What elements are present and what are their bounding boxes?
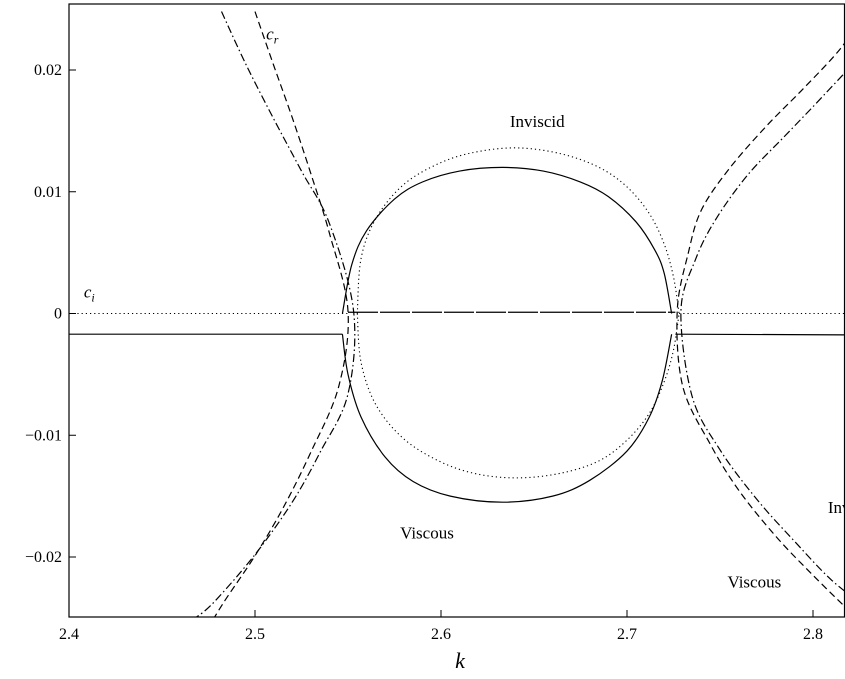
annotation-5: Viscous xyxy=(727,572,781,591)
axis-ticks: 2.4 2.5 2.6 2.7 2.8 0.02 0.01 0 −0.01 −0.02 xyxy=(25,62,823,643)
annotation-2: Inviscid xyxy=(510,112,565,131)
annotation-0: cr xyxy=(266,25,279,47)
annotation-4: Inviscid xyxy=(828,498,845,517)
y-tick-label: 0.02 xyxy=(34,62,62,79)
annotations: cr ci Inviscid Viscous Inviscid Viscous xyxy=(84,25,845,592)
series-line-3 xyxy=(341,334,673,503)
series-line-5 xyxy=(356,313,680,479)
x-tick-label: 2.6 xyxy=(431,626,451,643)
plot-curves xyxy=(69,11,845,617)
series-line-0 xyxy=(675,333,845,336)
annotation-3: Viscous xyxy=(400,524,454,543)
y-tick-label: −0.02 xyxy=(25,549,62,566)
plot-frame xyxy=(68,3,845,618)
series-line-8 xyxy=(195,11,356,617)
y-tick-label: 0.01 xyxy=(34,184,62,201)
x-tick-label: 2.8 xyxy=(803,626,823,643)
x-tick-label: 2.5 xyxy=(245,626,265,643)
series-line-2 xyxy=(341,166,673,314)
series-line-10 xyxy=(680,71,845,593)
series-line-7 xyxy=(213,11,349,617)
x-axis-label: k xyxy=(455,648,466,673)
y-tick-label: −0.01 xyxy=(25,427,62,444)
series-line-4 xyxy=(356,147,680,314)
y-tick-label: 0 xyxy=(54,306,62,323)
annotation-1: ci xyxy=(84,283,95,305)
series-line-9 xyxy=(676,41,845,608)
x-tick-label: 2.7 xyxy=(617,626,637,643)
plot-border xyxy=(68,3,845,618)
x-tick-label: 2.4 xyxy=(59,626,79,643)
